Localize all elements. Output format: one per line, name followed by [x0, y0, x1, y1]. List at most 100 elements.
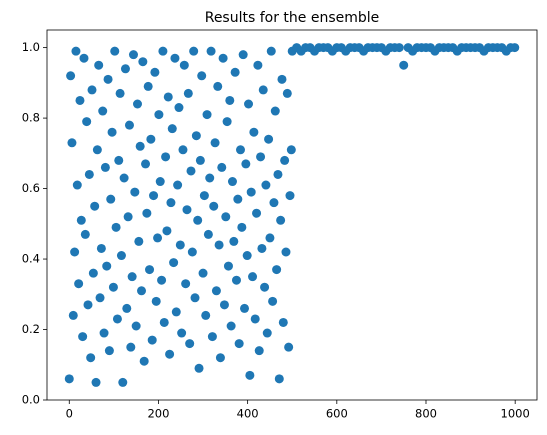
scatter-point [165, 349, 175, 359]
scatter-point [107, 127, 117, 137]
scatter-point [157, 275, 167, 285]
scatter-point [399, 60, 409, 70]
scatter-point [190, 293, 200, 303]
scatter-point [138, 57, 148, 67]
scatter-point [110, 46, 120, 56]
scatter-point [86, 353, 96, 363]
scatter-point [79, 53, 89, 63]
scatter-point [206, 46, 216, 56]
scatter-point [273, 169, 283, 179]
axes-frame [46, 29, 538, 401]
scatter-point [244, 99, 254, 109]
scatter-point [161, 152, 171, 162]
scatter-point [153, 233, 163, 243]
scatter-point [178, 145, 188, 155]
scatter-point [135, 141, 145, 151]
scatter-point [179, 60, 189, 70]
scatter-point [143, 81, 153, 91]
scatter-point [67, 138, 77, 148]
scatter-point [277, 74, 287, 84]
scatter-point [230, 67, 240, 77]
scatter-point [245, 370, 255, 380]
scatter-point [76, 215, 86, 225]
scatter-point [155, 177, 165, 187]
scatter-point [229, 236, 239, 246]
scatter-point [278, 317, 288, 327]
y-tick-label: 0.8 [22, 111, 40, 125]
scatter-point [146, 134, 156, 144]
scatter-point [154, 110, 164, 120]
x-tick-label: 200 [147, 407, 169, 421]
scatter-point [127, 272, 137, 282]
x-tick-label: 400 [237, 407, 259, 421]
scatter-point [198, 268, 208, 278]
scatter-point [130, 187, 140, 197]
scatter-point [272, 265, 282, 275]
scatter-point [280, 155, 290, 165]
scatter-point [64, 374, 74, 384]
scatter-point [92, 145, 102, 155]
scatter-point [187, 247, 197, 257]
scatter-point [201, 310, 211, 320]
scatter-point [124, 120, 134, 130]
scatter-point [142, 208, 152, 218]
scatter-point [202, 110, 212, 120]
scatter-point [123, 212, 133, 222]
scatter-point [231, 275, 241, 285]
scatter-point [262, 328, 272, 338]
scatter-point [235, 145, 245, 155]
scatter-point [151, 296, 161, 306]
scatter-point [98, 106, 108, 116]
scatter-point [268, 296, 278, 306]
scatter-point [68, 310, 78, 320]
scatter-point [258, 85, 268, 95]
scatter-point [147, 335, 157, 345]
scatter-point [104, 346, 114, 356]
scatter-point [171, 307, 181, 317]
scatter-point [211, 286, 221, 296]
scatter-point [254, 346, 264, 356]
scatter-point [169, 258, 179, 268]
scatter-point [221, 212, 231, 222]
x-tick-label: 1000 [501, 407, 530, 421]
y-tick-label: 0.2 [22, 322, 40, 336]
x-tick-label: 600 [326, 407, 348, 421]
scatter-point [139, 356, 149, 366]
scatter-point [173, 180, 183, 190]
scatter-point [250, 314, 260, 324]
scatter-point [75, 95, 85, 105]
scatter-point [241, 159, 251, 169]
scatter-point [185, 339, 195, 349]
scatter-point [78, 332, 88, 342]
scatter-point [145, 265, 155, 275]
scatter-point [252, 208, 262, 218]
scatter-point [66, 71, 76, 81]
scatter-point [132, 99, 142, 109]
scatter-point [131, 321, 141, 331]
scatter-point [261, 180, 271, 190]
scatter-point [282, 88, 292, 98]
scatter-point [213, 81, 223, 91]
scatter-point [80, 229, 90, 239]
scatter-point [276, 215, 286, 225]
scatter-point [240, 303, 250, 313]
x-tick-label: 0 [66, 407, 73, 421]
y-tick-label: 0.6 [22, 181, 40, 195]
scatter-point [134, 236, 144, 246]
scatter-point [94, 60, 104, 70]
scatter-point [205, 173, 215, 183]
scatter-point [274, 374, 284, 384]
scatter-point [225, 95, 235, 105]
scatter-point [238, 50, 248, 60]
scatter-point [193, 215, 203, 225]
scatter-point [194, 363, 204, 373]
scatter-point [163, 92, 173, 102]
y-tick-label: 0.4 [22, 252, 40, 266]
scatter-point [222, 117, 232, 127]
scatter-point [510, 43, 520, 53]
scatter-point [181, 279, 191, 289]
scatter-point [96, 243, 106, 253]
scatter-point [91, 377, 101, 387]
scatter-point [149, 191, 159, 201]
scatter-point [217, 162, 227, 172]
